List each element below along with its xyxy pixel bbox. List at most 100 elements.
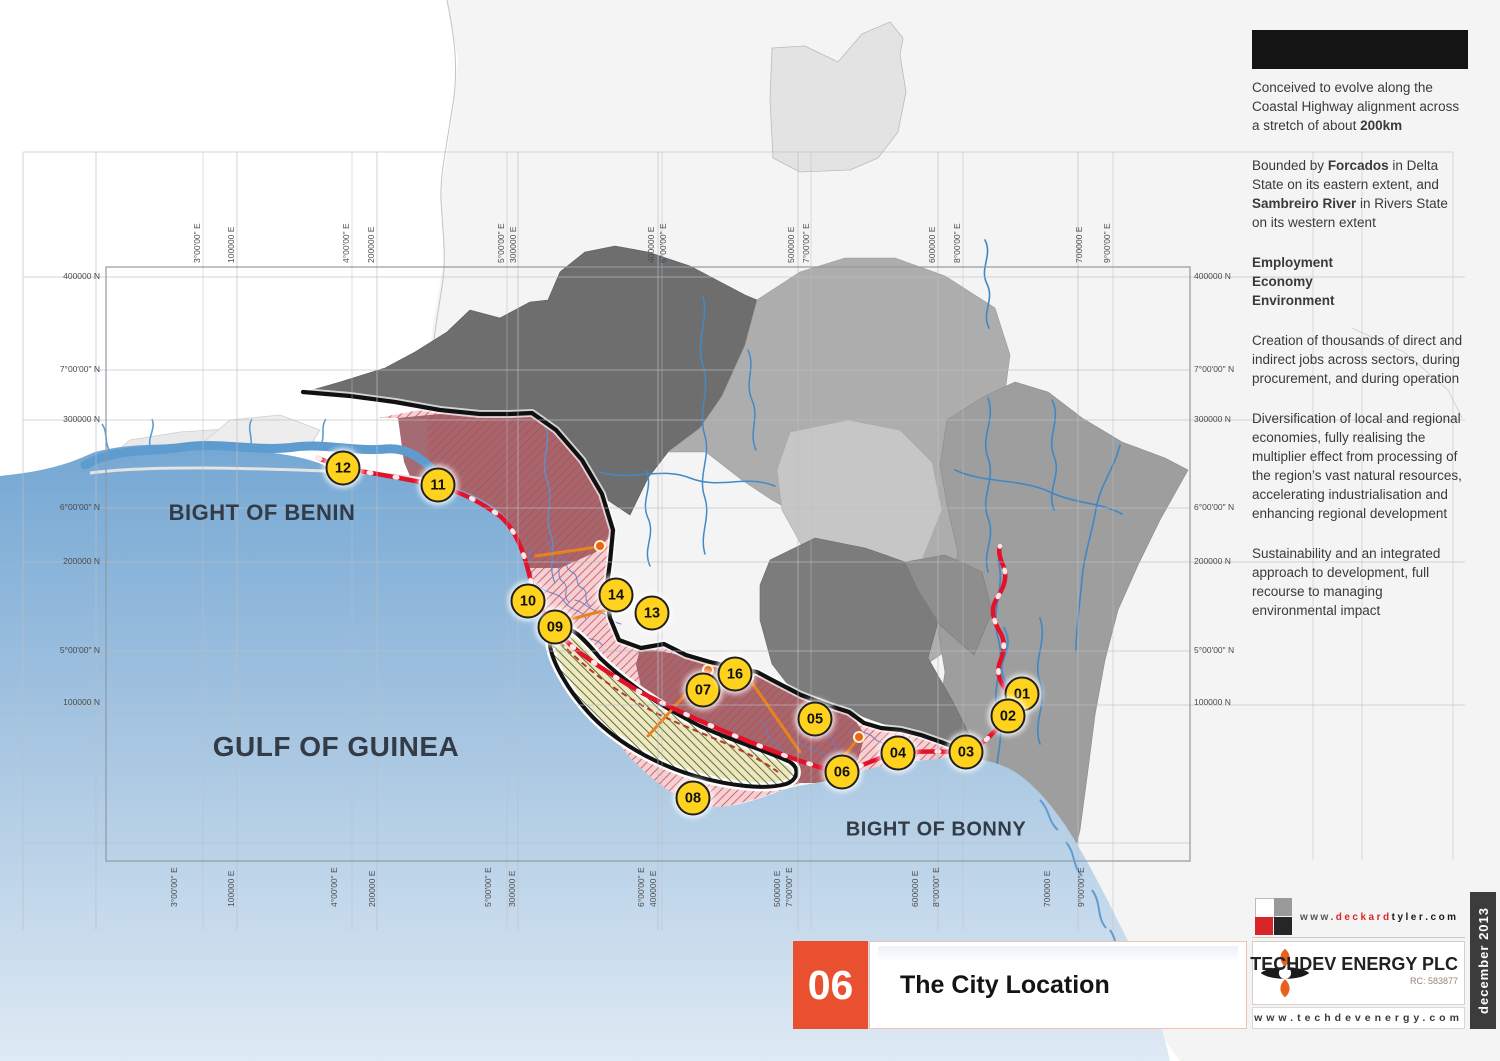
lagoon [80,418,438,483]
grid-label-bottom: 5°00'00" E [483,867,493,907]
grid-label-top: 100000 E [226,226,236,263]
grid-label-bottom: 600000 E [910,870,920,907]
paragraph-bold: Sambreiro River [1252,196,1357,211]
sidebar-paragraph-concept: Conceived to evolve along the Coastal Hi… [1252,78,1465,135]
grid-label-top: 200000 E [366,226,376,263]
header-black-bar [1252,30,1468,69]
sidebar-keywords: Employment Economy Environment [1252,253,1465,310]
route-marker-02: 02 [990,698,1026,734]
grid-label-bottom: 8°00'00" E [931,867,941,907]
graticule [22,151,1465,930]
paragraph-bold: Forcados [1327,158,1389,173]
grid-label-top: 9°00'00" E [1102,223,1112,263]
paragraph-text: in Rivers State on its western extent [1252,196,1448,230]
page-title: The City Location [900,970,1110,999]
map-neatline [105,266,1191,862]
logo-square-black [1274,917,1292,935]
grid-label-right: 100000 N [1194,697,1231,707]
grid-label-left: 7°00'00" N [59,364,100,374]
zone-boundary [299,388,972,757]
techdev-text-block: TECHDEV ENERGY PLC RC: 583877 [1250,954,1458,986]
grid-label-top: 500000 E [786,226,796,263]
grid-label-bottom: 9°00'00" E [1076,867,1086,907]
techdevenergy-link[interactable]: www.techdevenergy.com [1252,1007,1465,1029]
keyword-environment: Environment [1252,293,1335,308]
grid-label-left: 200000 N [63,556,100,566]
grid-label-top: 3°00'00" E [192,223,202,263]
keyword-employment: Employment [1252,255,1334,270]
sidebar-paragraph-bounds: Bounded by Forcados in Delta State on it… [1252,156,1465,232]
sea [0,444,1170,1061]
grid-label-top: 5°00'00" E [496,223,506,263]
grid-label-top: 7°00'00" E [801,223,811,263]
route-marker-07: 07 [685,672,721,708]
route-marker-16: 16 [717,656,753,692]
grid-label-bottom: 4°00'00" E [329,867,339,907]
grid-label-bottom: 700000 E [1042,870,1052,907]
grid-label-bottom: 200000 E [367,870,377,907]
grid-label-top: 8°00'00" E [952,223,962,263]
route-marker-12: 12 [325,450,361,486]
route-marker-13: 13 [634,595,670,631]
route-marker-11: 11 [420,467,456,503]
page-number-badge: 06 [793,941,868,1029]
logo-square-red [1255,917,1273,935]
sea-label-gulf-of-guinea: GULF OF GUINEA [212,731,460,762]
grid-label-right: 400000 N [1194,271,1231,281]
url-tyler: tyler [1391,911,1426,923]
deckard-tyler-strip: www. deckard tyler .com [1252,897,1465,938]
route-marker-04: 04 [880,735,916,771]
grid-label-top: 4°00'00" E [341,223,351,263]
grid-label-bottom: 100000 E [226,870,236,907]
sidebar-paragraph-jobs: Creation of thousands of direct and indi… [1252,333,1463,386]
grid-label-left: 400000 N [63,271,100,281]
date-sidebar: december 2013 [1470,892,1496,1029]
grid-label-top: 400000 E [646,226,656,263]
company-name: TECHDEV ENERGY PLC [1250,954,1458,974]
grid-label-right: 6°00'00" N [1194,502,1235,512]
grid-label-right: 5°00'00" N [1194,645,1235,655]
route-marker-05: 05 [797,701,833,737]
logo-square-gray [1274,898,1292,916]
route-marker-08: 08 [675,780,711,816]
route-marker-10: 10 [510,583,546,619]
title-box-accent [878,946,1238,962]
paragraph-text: Bounded by [1252,158,1328,173]
grid-label-bottom: 3°00'00" E [169,867,179,907]
company-rc-number: RC: 583877 [1409,976,1458,986]
keyword-economy: Economy [1252,274,1313,289]
route-marker-09: 09 [537,609,573,645]
sidebar: Conceived to evolve along the Coastal Hi… [1252,78,1465,641]
footer-title-box: The City Location [869,941,1247,1029]
route-marker-03: 03 [948,734,984,770]
paragraph-bold: 200km [1360,118,1403,133]
grid-label-top: 6°00'00" E [658,223,668,263]
paragraph-text: Conceived to evolve along the Coastal Hi… [1252,80,1460,133]
logo-square-white [1255,898,1275,918]
paragraph-text: in Delta State on its eastern extent, an… [1252,158,1439,192]
grid-label-bottom: 400000 E [648,870,658,907]
grid-label-bottom: 6°00'00" E [636,867,646,907]
grid-label-left: 300000 N [63,414,100,424]
grid-label-right: 300000 N [1194,414,1231,424]
sidebar-paragraph-diversification: Diversification of local and regional ec… [1252,411,1462,521]
url-suffix: .com [1425,911,1459,923]
grid-label-left: 6°00'00" N [59,502,100,512]
grid-label-left: 100000 N [63,697,100,707]
grid-label-right: 200000 N [1194,556,1231,566]
grid-label-top: 700000 E [1074,226,1084,263]
route-marker-06: 06 [824,754,860,790]
sea-label-bight-of-bonny: BIGHT OF BONNY [845,818,1027,841]
deckardtyler-link[interactable]: www. deckard tyler .com [1300,897,1459,937]
grid-label-top: 300000 E [508,226,518,263]
url-deckard: deckard [1335,911,1392,923]
grid-label-top: 600000 E [927,226,937,263]
grid-label-bottom: 300000 E [507,870,517,907]
sidebar-paragraph-sustainability: Sustainability and an integrated approac… [1252,546,1441,618]
route-marker-14: 14 [598,577,634,613]
grid-label-left: 5°00'00" N [59,645,100,655]
url-prefix: www. [1300,911,1336,923]
techdev-logo-box: TECHDEV ENERGY PLC RC: 583877 [1250,941,1465,1005]
date-label: december 2013 [1475,907,1491,1014]
grid-label-right: 7°00'00" N [1194,364,1235,374]
